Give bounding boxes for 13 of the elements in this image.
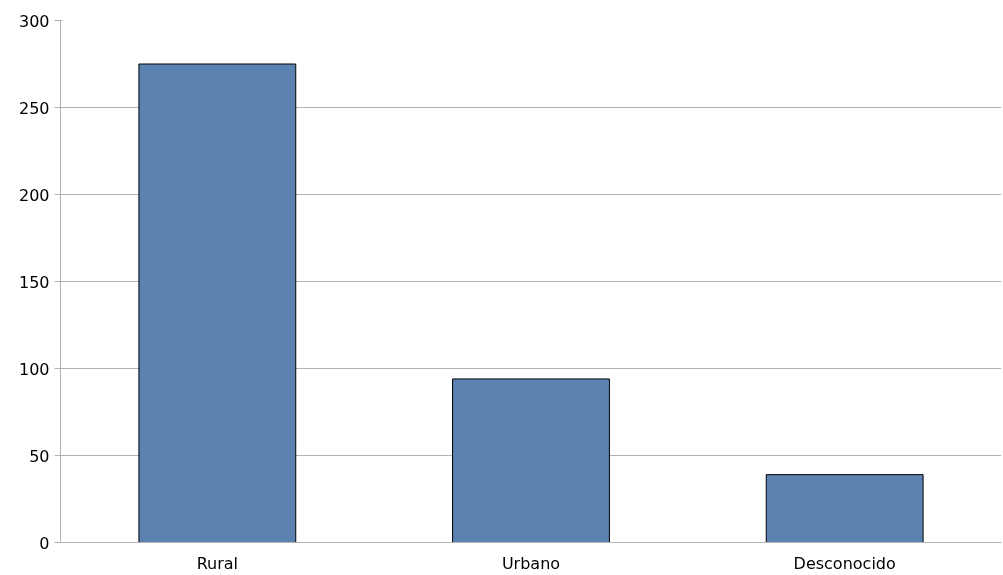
y-tick-label: 50 bbox=[29, 446, 50, 466]
y-tick-label: 300 bbox=[18, 11, 50, 31]
y-tick-label: 150 bbox=[18, 272, 50, 292]
x-tick-label: Desconocido bbox=[793, 553, 896, 573]
y-tick-label: 100 bbox=[18, 359, 50, 379]
y-tick-label: 0 bbox=[39, 533, 50, 553]
bar bbox=[765, 474, 924, 543]
x-tick-label: Urbano bbox=[501, 553, 561, 573]
x-tick-label: Rural bbox=[196, 553, 239, 573]
y-tick-label: 250 bbox=[18, 98, 50, 118]
bar bbox=[138, 63, 297, 543]
bar bbox=[452, 378, 610, 543]
y-tick-label: 200 bbox=[18, 185, 50, 205]
